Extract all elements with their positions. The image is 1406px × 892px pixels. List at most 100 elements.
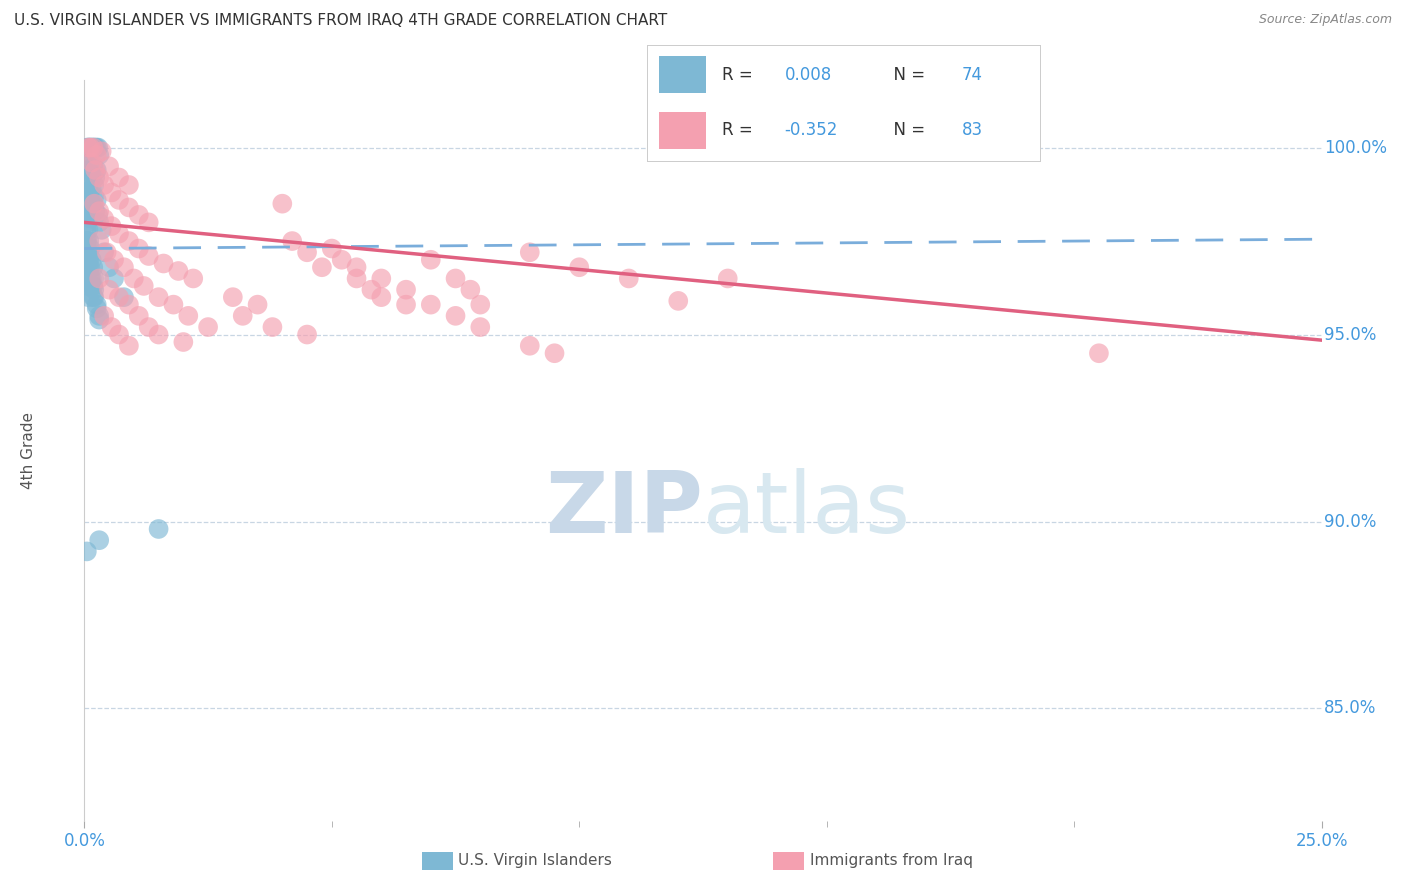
- Point: [79, 186, 101, 200]
- Text: R =: R =: [721, 121, 758, 139]
- Point: [83, 271, 105, 285]
- Point: [76, 140, 98, 154]
- Point: [80, 252, 103, 267]
- FancyBboxPatch shape: [658, 56, 706, 94]
- Point: [93, 245, 115, 260]
- Point: [89, 234, 111, 248]
- Point: [89, 148, 111, 162]
- Point: [222, 290, 245, 304]
- Point: [77, 163, 100, 178]
- Point: [181, 271, 204, 285]
- Point: [77, 245, 100, 260]
- Point: [666, 293, 689, 308]
- Point: [177, 309, 200, 323]
- Point: [148, 327, 170, 342]
- Point: [89, 533, 111, 548]
- Point: [717, 271, 740, 285]
- Text: 90.0%: 90.0%: [1324, 513, 1376, 531]
- Point: [118, 234, 141, 248]
- Point: [89, 170, 111, 185]
- Point: [138, 249, 160, 263]
- Point: [84, 204, 107, 219]
- Point: [89, 271, 111, 285]
- Point: [108, 170, 131, 185]
- Point: [444, 309, 467, 323]
- Point: [419, 252, 441, 267]
- Point: [197, 320, 219, 334]
- Point: [76, 159, 98, 173]
- Point: [75, 271, 97, 285]
- Point: [76, 186, 98, 200]
- Point: [108, 227, 131, 241]
- Point: [84, 163, 107, 178]
- Point: [76, 242, 98, 256]
- Point: [86, 140, 108, 154]
- Point: [103, 252, 125, 267]
- Point: [79, 140, 101, 154]
- Point: [128, 242, 150, 256]
- Point: [568, 260, 591, 275]
- Point: [330, 252, 353, 267]
- Point: [419, 298, 441, 312]
- Point: [79, 260, 101, 275]
- Text: ZIP: ZIP: [546, 468, 703, 551]
- Point: [86, 163, 108, 178]
- Point: [108, 290, 131, 304]
- Point: [346, 260, 368, 275]
- Point: [262, 320, 284, 334]
- Point: [80, 170, 103, 185]
- Point: [118, 178, 141, 192]
- Point: [80, 182, 103, 196]
- Point: [321, 242, 343, 256]
- Point: [83, 196, 105, 211]
- Point: [89, 215, 111, 229]
- Point: [519, 245, 541, 260]
- Point: [76, 544, 98, 558]
- Point: [346, 271, 368, 285]
- Point: [128, 208, 150, 222]
- Point: [138, 320, 160, 334]
- Point: [93, 178, 115, 192]
- Point: [86, 301, 108, 316]
- Text: 74: 74: [962, 66, 983, 84]
- Point: [75, 234, 97, 248]
- Point: [79, 155, 101, 169]
- Point: [519, 339, 541, 353]
- Point: [271, 196, 294, 211]
- Point: [295, 327, 318, 342]
- Point: [86, 148, 108, 162]
- Point: [103, 271, 125, 285]
- Point: [77, 223, 100, 237]
- Point: [84, 140, 107, 154]
- Point: [79, 140, 101, 154]
- Point: [118, 339, 141, 353]
- Point: [470, 320, 492, 334]
- Point: [132, 279, 155, 293]
- Point: [80, 140, 103, 154]
- Point: [79, 140, 101, 154]
- Text: N =: N =: [883, 66, 931, 84]
- Point: [138, 215, 160, 229]
- Point: [77, 140, 100, 154]
- Point: [83, 140, 105, 154]
- Point: [77, 290, 100, 304]
- Point: [76, 215, 98, 229]
- Point: [246, 298, 269, 312]
- Point: [89, 204, 111, 219]
- Point: [295, 245, 318, 260]
- Point: [82, 290, 104, 304]
- Point: [79, 193, 101, 207]
- Point: [93, 211, 115, 226]
- Point: [100, 219, 122, 233]
- FancyBboxPatch shape: [658, 112, 706, 149]
- Point: [83, 178, 105, 192]
- Point: [108, 193, 131, 207]
- Point: [98, 159, 121, 173]
- Point: [79, 211, 101, 226]
- Point: [89, 309, 111, 323]
- Point: [79, 271, 101, 285]
- Point: [80, 279, 103, 293]
- Text: atlas: atlas: [703, 468, 911, 551]
- Text: U.S. VIRGIN ISLANDER VS IMMIGRANTS FROM IRAQ 4TH GRADE CORRELATION CHART: U.S. VIRGIN ISLANDER VS IMMIGRANTS FROM …: [14, 13, 668, 29]
- Text: 4th Grade: 4th Grade: [21, 412, 37, 489]
